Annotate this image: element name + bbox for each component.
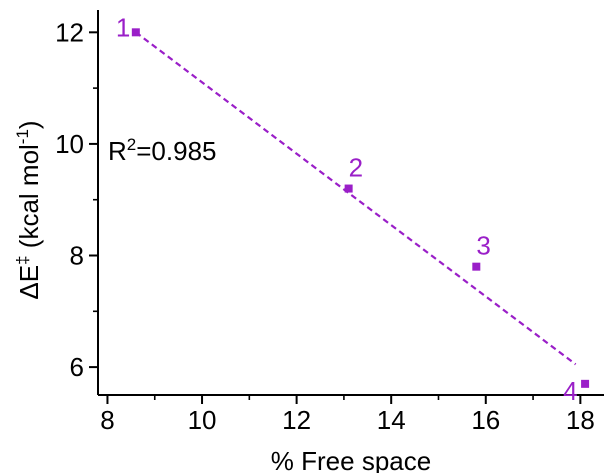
y-axis-title-prefix: ΔE — [14, 265, 44, 300]
data-points: 1 2 3 4 — [116, 12, 590, 406]
y-tick-label: 12 — [55, 17, 84, 47]
data-point-label: 2 — [349, 153, 363, 183]
y-axis-title: ΔE‡ (kcal mol-1) — [13, 120, 44, 299]
y-axis-title-unit: (kcal mol — [14, 144, 44, 255]
x-tick-label: 10 — [188, 405, 217, 435]
r-squared-prefix: R — [108, 136, 127, 166]
r-squared-annotation: R2=0.985 — [108, 135, 217, 166]
data-point — [344, 184, 353, 193]
y-tick-label: 10 — [55, 129, 84, 159]
fit-line-layer — [135, 31, 577, 366]
y-axis-title-unit-close: ) — [14, 120, 44, 129]
y-axis-title-unit-sup: -1 — [13, 129, 32, 144]
r-squared-sup: 2 — [127, 135, 136, 154]
r-squared-value: =0.985 — [136, 136, 216, 166]
y-tick-label: 8 — [70, 241, 84, 271]
data-point-label: 4 — [563, 376, 577, 406]
y-axis-title-sup: ‡ — [13, 255, 32, 264]
x-tick-label: 12 — [282, 405, 311, 435]
y-tick-label: 6 — [70, 352, 84, 382]
data-point-label: 1 — [116, 12, 130, 42]
x-tick-label: 8 — [100, 405, 114, 435]
x-axis-title: % Free space — [271, 446, 431, 473]
x-tick-label: 16 — [471, 405, 500, 435]
data-point — [581, 379, 590, 388]
linear-fit-line — [135, 31, 577, 366]
data-point-label: 3 — [476, 231, 490, 261]
data-point — [472, 262, 481, 271]
data-point — [131, 28, 140, 37]
axes — [97, 10, 604, 396]
x-tick-label: 14 — [377, 405, 406, 435]
x-tick-label: 18 — [566, 405, 595, 435]
